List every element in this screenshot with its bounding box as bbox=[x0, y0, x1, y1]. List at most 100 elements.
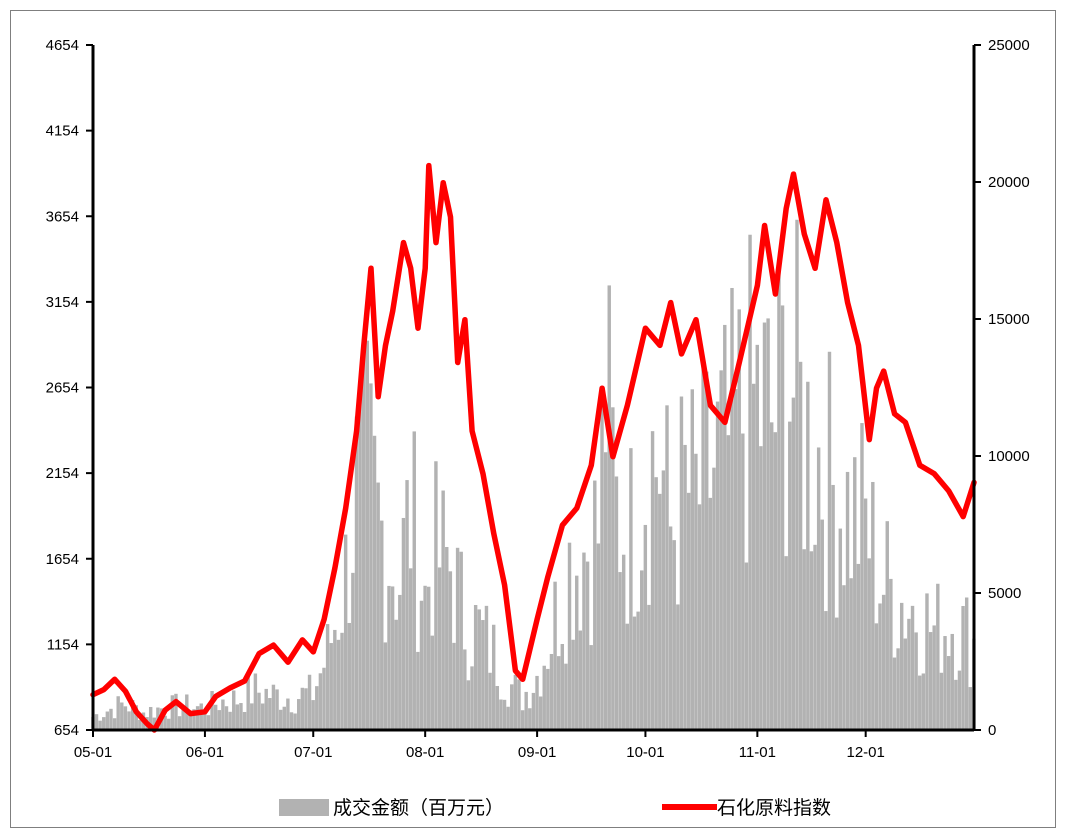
volume-bar bbox=[112, 718, 117, 730]
volume-bar bbox=[621, 554, 626, 730]
volume-bar bbox=[686, 492, 691, 730]
volume-bar bbox=[376, 482, 380, 730]
volume-bar bbox=[571, 639, 575, 730]
volume-bar bbox=[282, 706, 286, 730]
volume-bar bbox=[838, 528, 843, 730]
volume-bar bbox=[867, 558, 871, 730]
volume-bar bbox=[856, 563, 861, 730]
volume-bar bbox=[806, 381, 810, 730]
volume-bar bbox=[434, 461, 438, 730]
volume-bar bbox=[694, 453, 698, 730]
volume-bar bbox=[567, 542, 572, 730]
volume-bar bbox=[585, 561, 590, 730]
volume-bar bbox=[932, 625, 936, 730]
volume-bar bbox=[116, 696, 120, 730]
volume-bar bbox=[961, 606, 965, 730]
volume-bar bbox=[802, 549, 806, 730]
volume-bar bbox=[957, 670, 962, 730]
volume-bar bbox=[437, 567, 442, 730]
volume-bar bbox=[835, 617, 839, 730]
volume-bar bbox=[120, 702, 124, 730]
volume-bar bbox=[661, 470, 666, 730]
volume-bar bbox=[625, 623, 629, 730]
volume-bar bbox=[943, 636, 947, 730]
right-axis-tick-label: 0 bbox=[988, 722, 996, 739]
volume-bar bbox=[336, 639, 341, 730]
volume-bar bbox=[278, 709, 283, 730]
volume-bar bbox=[235, 704, 240, 730]
volume-bar bbox=[535, 675, 539, 730]
volume-bar bbox=[524, 691, 528, 730]
volume-bar bbox=[394, 619, 398, 730]
volume-bar bbox=[798, 361, 803, 730]
volume-bar bbox=[607, 285, 611, 730]
volume-bar bbox=[816, 447, 821, 730]
volume-bar bbox=[946, 656, 951, 730]
volume-bar bbox=[315, 686, 319, 730]
volume-bar bbox=[863, 498, 868, 730]
volume-bar bbox=[733, 389, 738, 730]
left-axis-tick-label: 1654 bbox=[46, 551, 79, 568]
left-axis-tick-label: 3154 bbox=[46, 294, 79, 311]
volume-bar bbox=[549, 653, 554, 730]
volume-bar bbox=[325, 624, 330, 730]
volume-bar bbox=[195, 706, 200, 730]
volume-bar bbox=[885, 521, 889, 730]
volume-bar bbox=[477, 609, 481, 730]
volume-bar bbox=[257, 692, 261, 730]
volume-bar bbox=[264, 688, 268, 730]
volume-bar bbox=[253, 673, 258, 730]
volume-bar bbox=[174, 693, 178, 730]
index-line bbox=[90, 162, 977, 733]
left-axis-tick-label: 2654 bbox=[46, 380, 79, 397]
volume-bar bbox=[726, 435, 731, 730]
volume-bar bbox=[502, 699, 507, 730]
volume-bar bbox=[762, 322, 767, 730]
volume-bar bbox=[304, 688, 308, 730]
volume-bar bbox=[405, 480, 409, 730]
volume-bar bbox=[365, 340, 370, 730]
line-series-index bbox=[90, 162, 977, 733]
volume-bar bbox=[307, 674, 312, 730]
volume-bar bbox=[499, 699, 503, 730]
volume-bar bbox=[611, 407, 615, 730]
volume-bar bbox=[250, 703, 254, 730]
volume-bar bbox=[455, 547, 460, 730]
volume-bar bbox=[105, 711, 110, 730]
volume-bar bbox=[401, 517, 406, 730]
volume-bar bbox=[152, 717, 156, 730]
volume-bar bbox=[809, 551, 814, 730]
volume-bar bbox=[921, 673, 926, 730]
volume-bar bbox=[719, 370, 723, 730]
volume-bar bbox=[343, 534, 348, 730]
volume-bar bbox=[770, 422, 774, 730]
volume-bar bbox=[672, 540, 676, 730]
volume-bar bbox=[701, 358, 705, 730]
volume-bar bbox=[766, 318, 770, 730]
volume-bar bbox=[459, 551, 463, 730]
volume-bar bbox=[881, 594, 886, 730]
x-axis-tick-label: 10-01 bbox=[626, 744, 664, 761]
volume-bar bbox=[452, 642, 456, 730]
volume-bar bbox=[463, 649, 467, 730]
volume-bar bbox=[896, 648, 900, 730]
volume-bar bbox=[275, 689, 279, 730]
volume-bar bbox=[163, 715, 167, 730]
legend: 成交金额（百万元） 石化原料指数 bbox=[279, 797, 831, 819]
volume-bar bbox=[268, 698, 272, 730]
x-axis-tick-label: 11-01 bbox=[739, 744, 776, 761]
volume-bar bbox=[910, 605, 915, 730]
volume-bar bbox=[780, 305, 785, 730]
volume-bar bbox=[488, 672, 492, 730]
volume-bar bbox=[192, 709, 196, 730]
volume-bar bbox=[528, 708, 532, 730]
volume-bar bbox=[398, 594, 402, 730]
volume-bar bbox=[470, 666, 474, 730]
left-axis-tick-label: 2154 bbox=[46, 465, 79, 482]
legend-label-index: 石化原料指数 bbox=[717, 797, 831, 819]
legend-swatch-volume bbox=[279, 799, 329, 816]
volume-bar bbox=[690, 389, 694, 730]
x-axis-tick-label: 05-01 bbox=[74, 744, 112, 761]
volume-bar bbox=[899, 602, 904, 730]
volume-bar bbox=[297, 699, 301, 730]
